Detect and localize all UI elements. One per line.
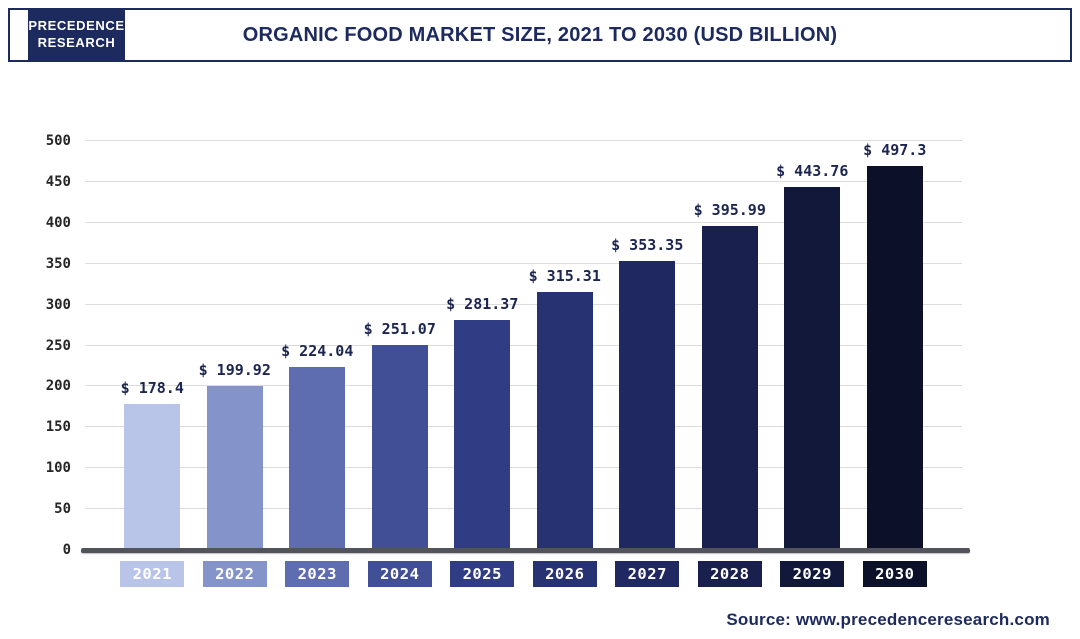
x-cell: 2029 — [771, 561, 854, 587]
bar-value-label: $ 281.37 — [446, 294, 519, 313]
header: PRECEDENCE RESEARCH ORGANIC FOOD MARKET … — [8, 8, 1072, 62]
gridline — [85, 385, 962, 387]
bar — [536, 292, 593, 550]
bar — [619, 260, 676, 550]
gridline — [85, 140, 962, 141]
x-axis-label: 2027 — [615, 561, 680, 587]
x-cell: 2023 — [276, 561, 359, 587]
bar — [289, 366, 346, 550]
bar-value-label: $ 178.4 — [120, 379, 184, 398]
bars-row: $ 178.4 $ 199.92 $ 224.04 $ 251.07 $ 281.37 $… — [85, 141, 962, 550]
bar-column: $ 395.99 — [689, 141, 772, 550]
precedence-research-logo: PRECEDENCE RESEARCH — [28, 9, 125, 60]
bar-column: $ 497.3 — [854, 141, 937, 550]
gridline — [85, 221, 962, 223]
gridline — [85, 180, 962, 182]
bar-column: $ 224.04 — [276, 141, 359, 550]
logo-line1: PRECEDENCE — [28, 17, 125, 33]
bar-value-label: $ 443.76 — [776, 162, 849, 181]
bar — [124, 404, 181, 550]
bar-value-label: $ 497.3 — [863, 141, 927, 159]
bar — [454, 319, 511, 550]
bar-column: $ 281.37 — [441, 141, 524, 550]
x-cell: 2026 — [524, 561, 607, 587]
gridline — [85, 344, 962, 346]
bar-value-label: $ 199.92 — [198, 361, 271, 380]
x-axis-label: 2022 — [202, 561, 267, 587]
x-cell: 2027 — [606, 561, 689, 587]
y-tick-label: 500 — [45, 133, 71, 149]
x-axis-labels-row: 2021 2022 2023 2024 2025 2026 2027 2028 2029 2030 — [85, 561, 962, 587]
bar-value-label: $ 395.99 — [693, 201, 766, 220]
gridline — [85, 467, 962, 469]
bar-column: $ 443.76 — [771, 141, 854, 550]
y-tick-label: 450 — [45, 173, 71, 190]
x-cell: 2024 — [359, 561, 442, 587]
x-axis-label: 2026 — [532, 561, 597, 587]
bar-column: $ 251.07 — [359, 141, 442, 550]
x-cell: 2022 — [194, 561, 277, 587]
y-tick-label: 100 — [45, 460, 71, 477]
logo-line2: RESEARCH — [37, 34, 116, 50]
gridline — [85, 262, 962, 264]
gridline — [85, 508, 962, 510]
bar — [784, 187, 841, 550]
bar — [371, 344, 428, 550]
source-attribution: Source: www.precedenceresearch.com — [726, 610, 1050, 629]
x-axis-label: 2023 — [285, 561, 350, 587]
bar-value-label: $ 353.35 — [611, 235, 684, 254]
gridline — [85, 303, 962, 305]
bar-column: $ 315.31 — [524, 141, 607, 550]
x-axis-line — [81, 548, 970, 553]
y-tick-label: 250 — [45, 337, 71, 354]
y-tick-label: 50 — [54, 501, 71, 518]
x-axis-label: 2021 — [120, 561, 185, 587]
y-tick-label: 150 — [45, 419, 71, 436]
x-axis-label: 2024 — [367, 561, 432, 587]
x-axis-label: 2028 — [697, 561, 762, 587]
bar — [866, 166, 923, 550]
y-tick-label: 350 — [45, 255, 71, 272]
y-tick-label: 300 — [45, 296, 71, 313]
x-axis-label: 2030 — [862, 561, 927, 587]
bar-value-label: $ 224.04 — [281, 341, 354, 360]
y-tick-label: 400 — [45, 214, 71, 231]
x-cell: 2025 — [441, 561, 524, 587]
x-axis-label: 2025 — [450, 561, 515, 587]
bar-column: $ 199.92 — [194, 141, 277, 550]
bar-column: $ 178.4 — [111, 141, 194, 550]
x-cell: 2021 — [111, 561, 194, 587]
bar-value-label: $ 315.31 — [528, 267, 601, 286]
bar-value-label: $ 251.07 — [363, 319, 436, 338]
bar — [206, 386, 263, 550]
y-tick-label: 0 — [62, 542, 71, 558]
y-tick-label: 200 — [45, 378, 71, 395]
bar-column: $ 353.35 — [606, 141, 689, 550]
plot-area: $ 178.4 $ 199.92 $ 224.04 $ 251.07 $ 281.37 $… — [46, 133, 970, 587]
bar — [701, 226, 758, 550]
x-axis-label: 2029 — [780, 561, 845, 587]
x-cell: 2028 — [689, 561, 772, 587]
gridline — [85, 426, 962, 428]
x-cell: 2030 — [854, 561, 937, 587]
chart-title: ORGANIC FOOD MARKET SIZE, 2021 TO 2030 (… — [242, 23, 838, 46]
